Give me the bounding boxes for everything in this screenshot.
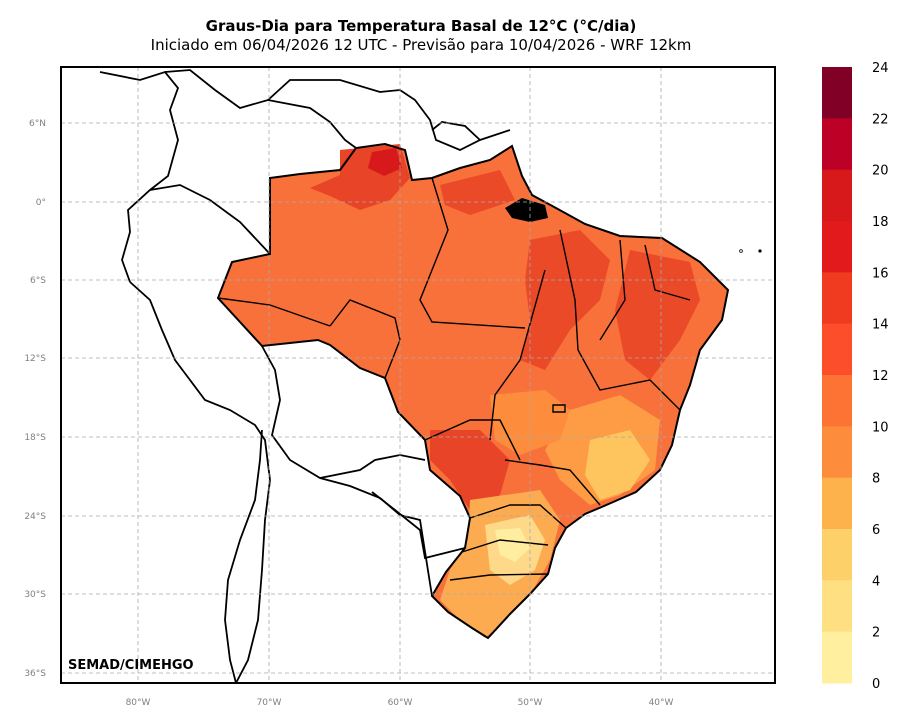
brazil-outline <box>216 142 730 640</box>
colorbar-label: 14 <box>872 318 889 333</box>
island-marker <box>758 249 762 253</box>
hot-zone-core <box>368 148 402 176</box>
colorbar-label: 2 <box>872 626 880 641</box>
colorbar-label: 10 <box>872 420 889 435</box>
country-borders <box>99 69 511 683</box>
colorbar-segment <box>822 477 852 530</box>
marajo-island <box>505 198 548 222</box>
colorbar-label: 18 <box>872 215 889 230</box>
credit-label: SEMAD/CIMEHGO <box>68 658 194 673</box>
colorbar-label: 12 <box>872 369 889 384</box>
colorbar-segment <box>822 580 852 633</box>
colorbar-label: 20 <box>872 164 889 179</box>
lat-label: 6°S <box>30 276 46 286</box>
cool-zone-coast <box>495 528 530 562</box>
lat-label: 18°S <box>24 433 46 443</box>
colorbar-label: 8 <box>872 472 880 487</box>
colorbar-label: 24 <box>872 61 889 76</box>
colorbar-segment <box>822 426 852 479</box>
colorbar-segment <box>822 169 852 222</box>
colorbar-label: 16 <box>872 266 889 281</box>
lat-label: 36°S <box>24 669 46 679</box>
lon-label: 50°W <box>518 698 543 708</box>
map-frame <box>60 66 776 684</box>
map-subtitle: Iniciado em 06/04/2026 12 UTC - Previsão… <box>150 36 692 54</box>
colorbar-segment <box>822 118 852 171</box>
map-title: Graus-Dia para Temperatura Basal de 12°C… <box>205 17 637 35</box>
lon-label: 40°W <box>649 698 674 708</box>
island-marker <box>739 249 743 253</box>
hot-zone-east <box>520 230 610 370</box>
lat-label: 30°S <box>24 590 46 600</box>
colorbar-segment <box>822 323 852 376</box>
colorbar-segment <box>822 67 852 119</box>
hot-zone-northeast <box>615 250 700 380</box>
colorbar-segment <box>822 529 852 581</box>
hot-zone-northeast-strip <box>440 170 515 215</box>
colorbar-segment <box>822 375 852 427</box>
latitude-labels: 6°N 0° 6°S 12°S 18°S 24°S 30°S 36°S <box>24 119 46 679</box>
lat-label: 12°S <box>24 354 46 364</box>
colorbar-segment <box>822 272 852 325</box>
colorbar-label: 4 <box>872 574 880 589</box>
colorbar-label: 6 <box>872 523 880 538</box>
map-area <box>99 69 762 683</box>
colorbar-segment <box>822 631 852 684</box>
colorbar-label: 22 <box>872 112 889 127</box>
lon-label: 80°W <box>126 698 151 708</box>
gridlines <box>61 67 775 683</box>
state-borders <box>217 177 691 581</box>
colorbar-segment <box>822 221 852 273</box>
lat-label: 0° <box>36 198 46 208</box>
lat-label: 24°S <box>24 512 46 522</box>
lon-label: 60°W <box>388 698 413 708</box>
colorbar-label: 0 <box>872 677 880 692</box>
longitude-labels: 80°W 70°W 60°W 50°W 40°W <box>126 698 674 708</box>
lat-label: 6°N <box>29 119 46 129</box>
hot-zone-southwest <box>430 430 510 510</box>
lon-label: 70°W <box>257 698 282 708</box>
cool-zone-highlands <box>585 430 650 500</box>
colorbar <box>822 67 852 684</box>
